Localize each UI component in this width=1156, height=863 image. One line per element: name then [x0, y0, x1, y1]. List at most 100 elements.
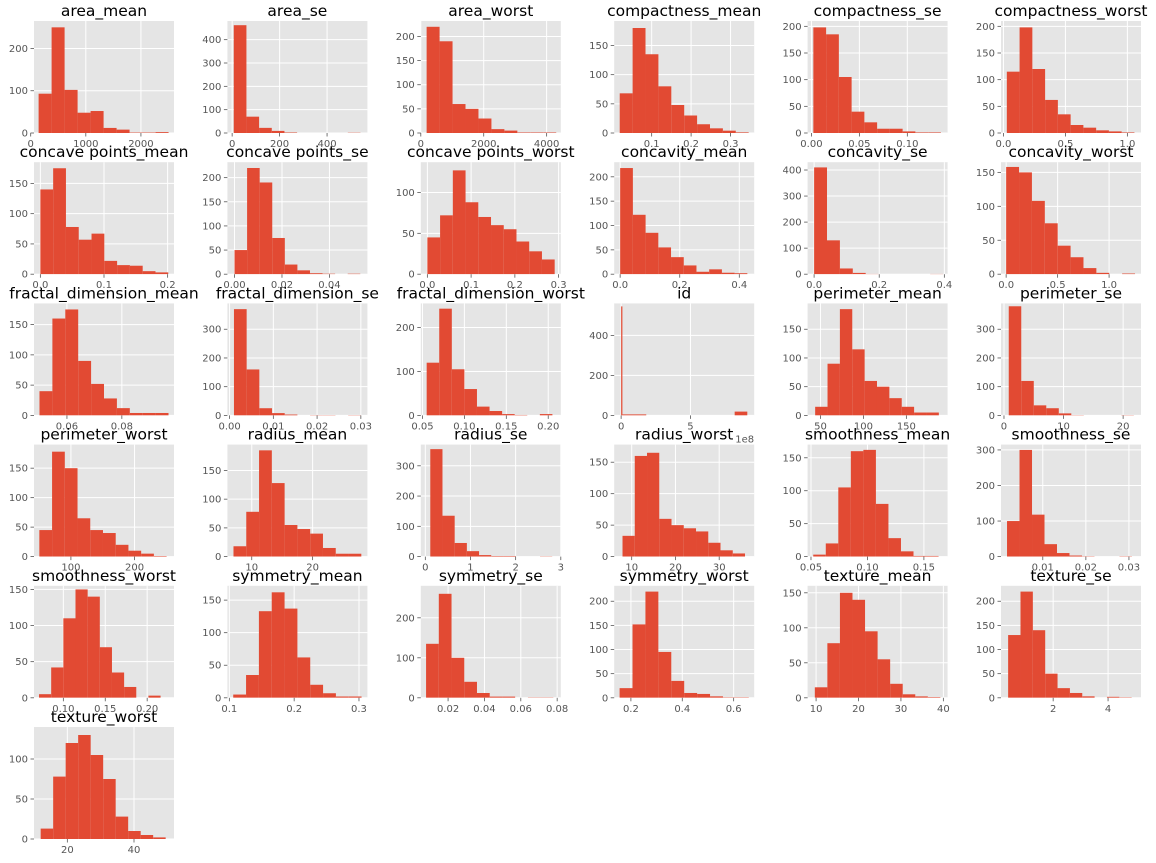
histogram-bar: [864, 122, 878, 133]
y-tick-label: 100: [589, 489, 608, 500]
y-tick-label: 0: [989, 129, 995, 140]
histogram-bar: [116, 129, 130, 133]
y-tick-label: 0: [602, 270, 608, 281]
histogram-bar: [852, 599, 866, 698]
histogram-bar: [696, 531, 709, 557]
y-tick-label: 100: [396, 653, 415, 664]
y-tick-label: 50: [209, 661, 222, 672]
subplot-title: area_mean: [61, 2, 147, 21]
bars: [40, 168, 169, 275]
subplot-perimeter-worst: 100 200 0 50 100 150 perimeter_worst: [9, 426, 174, 574]
x-tick-label: 0.5: [1057, 139, 1073, 150]
histogram-bar: [116, 408, 130, 416]
x-tick-label: 30: [713, 563, 726, 574]
y-tick-label: 150: [783, 588, 802, 599]
histogram-bar: [813, 27, 827, 133]
x-tick-label: 0.05: [800, 563, 822, 574]
histogram-bar: [1069, 555, 1082, 557]
histogram-bar: [503, 555, 516, 557]
x-tick-label: 0.08: [111, 421, 133, 432]
histogram-bar: [658, 247, 672, 275]
y-tick-label: 100: [783, 353, 802, 364]
histogram-bar: [99, 647, 112, 698]
histogram-bar: [322, 547, 336, 557]
bars: [38, 27, 169, 133]
histogram-bar: [440, 215, 453, 275]
subplot-title: concavity_mean: [621, 143, 747, 162]
histogram-bar: [427, 237, 441, 275]
histogram-bar: [272, 237, 285, 275]
histogram-bar: [323, 693, 336, 698]
bars: [813, 27, 941, 133]
histogram-bar: [620, 168, 633, 275]
x-tick-label: 0.0: [419, 280, 435, 291]
y-tick-label: 0: [215, 129, 221, 140]
bars: [40, 735, 166, 839]
subplot-title: smoothness_worst: [32, 567, 176, 586]
subplot-title: compactness_worst: [995, 2, 1148, 21]
histogram-bar: [489, 696, 503, 698]
histogram-bar: [75, 589, 88, 698]
histogram-bar: [297, 529, 311, 557]
subplot-title: symmetry_worst: [620, 567, 749, 586]
histogram-bar: [491, 225, 504, 275]
subplot-smoothness-se: 0.01 0.02 0.03 0 100 200 300 smoothness_se: [976, 426, 1141, 574]
histogram-bar: [40, 189, 54, 275]
subplot-symmetry-mean: 0.1 0.2 0.3 0 50 100 150 symmetry_mean: [202, 567, 368, 715]
x-tick-label: 0: [422, 563, 428, 574]
histogram-bar: [1006, 166, 1020, 275]
y-tick-label: 0: [408, 129, 414, 140]
subplot-title: concavity_worst: [1008, 143, 1133, 162]
y-tick-label: 150: [396, 56, 415, 67]
histogram-bar: [148, 695, 161, 698]
x-tick-label: 0.1: [96, 280, 112, 291]
histogram-bar: [129, 265, 143, 275]
y-tick-label: 50: [789, 382, 802, 393]
x-tick-label: 0.4: [731, 280, 747, 291]
x-tick-label: 0.2: [286, 704, 302, 715]
histogram-bar: [426, 643, 439, 698]
x-tick-label: 0: [418, 139, 424, 150]
y-tick-label: 50: [209, 246, 222, 257]
x-tick-label: 1000: [73, 139, 98, 150]
y-tick-label: 50: [15, 523, 28, 534]
histogram-bar: [259, 450, 272, 557]
x-tick-label: 3: [558, 563, 564, 574]
y-tick-label: 400: [589, 331, 608, 342]
histogram-bar: [233, 309, 247, 416]
x-tick-label: 0.3: [351, 704, 367, 715]
histogram-bar: [502, 696, 516, 698]
histogram-bar: [284, 414, 298, 416]
histogram-bar: [271, 483, 285, 557]
y-tick-label: 100: [783, 75, 802, 86]
subplot-title: id: [677, 284, 691, 302]
y-tick-label: 300: [202, 59, 221, 70]
histogram-bar: [142, 412, 156, 416]
bars: [815, 309, 939, 416]
histogram-bar: [697, 124, 710, 133]
bars: [620, 168, 748, 275]
y-tick-label: 100: [396, 522, 415, 533]
histogram-bar: [619, 93, 633, 133]
x-tick-label: 0: [229, 139, 235, 150]
histogram-bar: [814, 687, 828, 698]
histogram-bar: [491, 555, 504, 557]
y-tick-label: 300: [976, 325, 995, 336]
y-tick-label: 0: [215, 552, 221, 563]
plot-area: [227, 21, 368, 133]
histogram-bar: [465, 202, 479, 275]
histogram-bar: [645, 232, 659, 275]
histogram-bar: [271, 592, 285, 698]
histogram-bar: [851, 111, 865, 133]
subplot-title: perimeter_worst: [40, 426, 167, 445]
histogram-bar: [926, 412, 939, 416]
subplot-title: fractal_dimension_mean: [9, 284, 198, 303]
y-tick-label: 0: [22, 835, 28, 846]
histogram-bar: [452, 104, 466, 133]
y-tick-label: 100: [202, 382, 221, 393]
histogram-bar: [476, 406, 490, 416]
histogram-bar: [671, 105, 685, 133]
histogram-bar: [104, 260, 118, 275]
y-tick-label: 200: [396, 323, 415, 334]
histogram-bar: [103, 779, 116, 839]
